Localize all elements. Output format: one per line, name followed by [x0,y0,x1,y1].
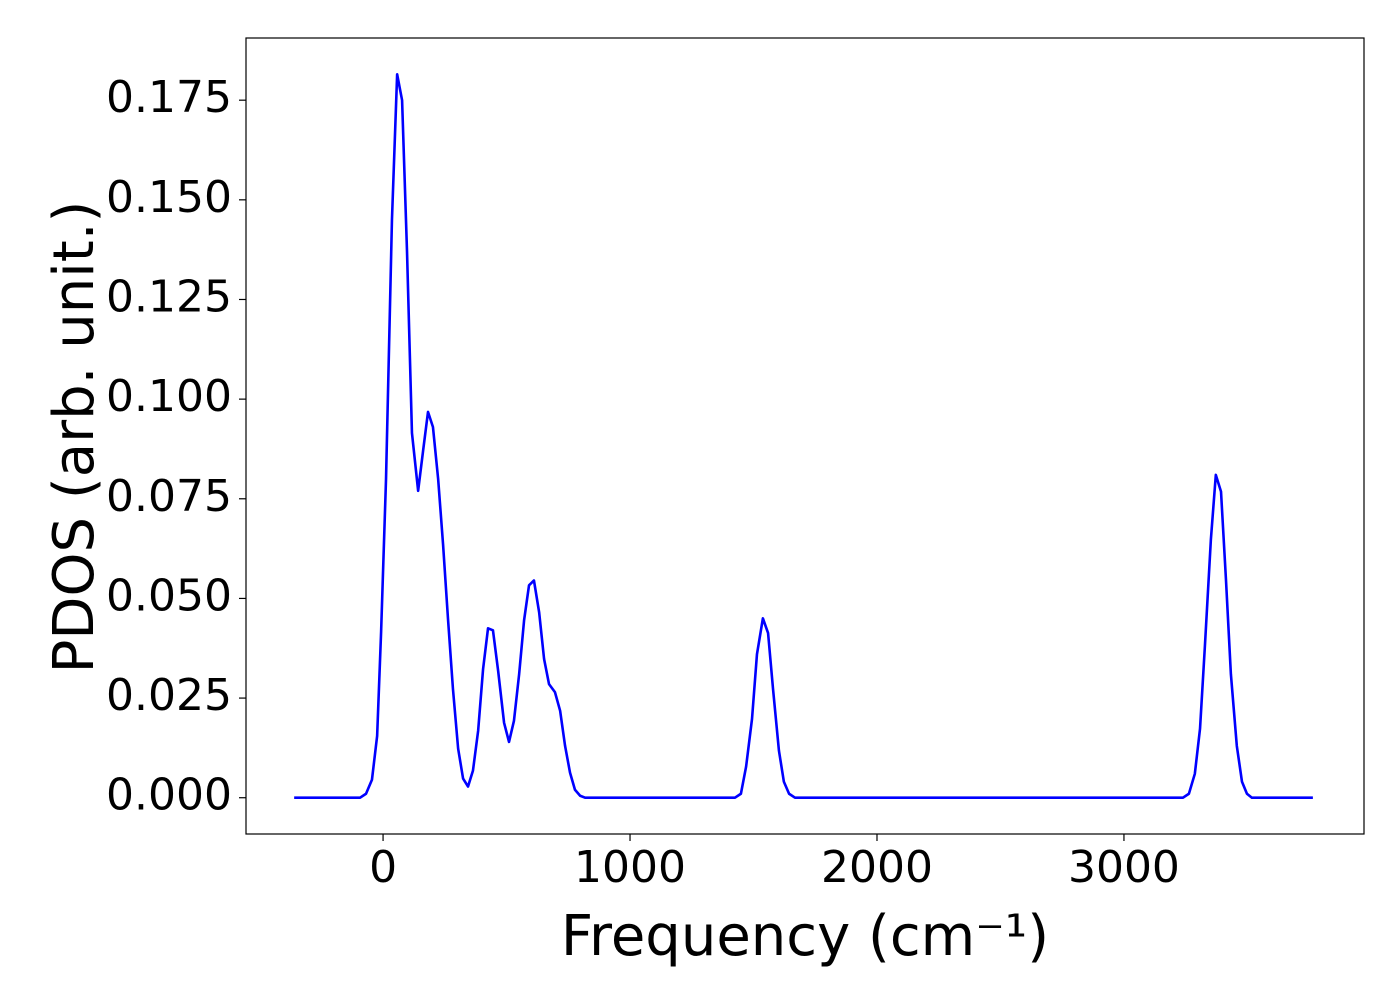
y-tick-label: 0.175 [106,72,232,123]
y-tick-label: 0.000 [106,770,232,821]
x-tick-label: 3000 [1068,842,1180,893]
y-tick-label: 0.025 [106,670,232,721]
x-tick-label: 0 [369,842,397,893]
x-tick-label: 1000 [574,842,686,893]
x-axis-label: Frequency (cm⁻¹) [561,904,1049,969]
plot-frame [245,37,1365,835]
y-axis-label: PDOS (arb. unit.) [42,201,107,674]
y-tick-label: 0.050 [106,570,232,621]
data-line [294,72,1313,800]
y-tick-label: 0.125 [106,271,232,322]
y-tick-label: 0.075 [106,471,232,522]
y-tick-label: 0.100 [106,371,232,422]
x-tick-label: 2000 [821,842,933,893]
y-tick-label: 0.150 [106,172,232,223]
